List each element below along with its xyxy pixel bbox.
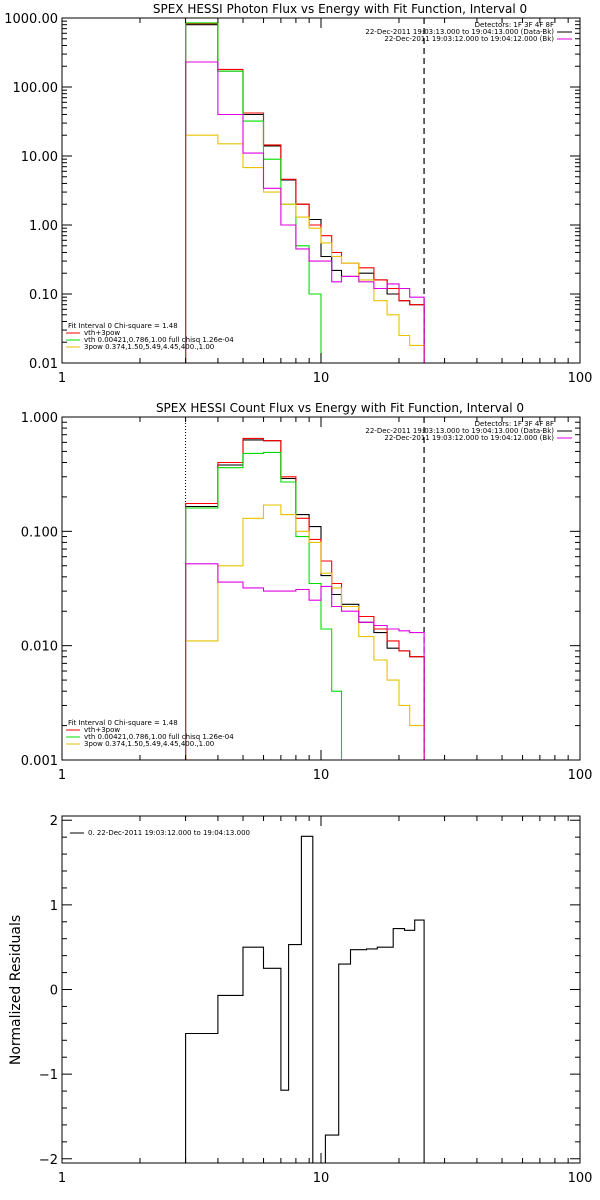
panel-1-legend-bl-line: vth+3pow [84,329,120,337]
panel-2-legend-bl-line: vth 0.00421,0.786,1.00 full chisq 1.26e-… [84,733,234,741]
panel-1-series-red [185,23,425,363]
panel-2-ytick-label: 0.100 [21,525,58,540]
panel-3-ytick-label: 0 [50,984,58,999]
panel-2-title: SPEX HESSI Count Flux vs Energy with Fit… [156,401,524,415]
panel-1-series-magenta [185,61,425,363]
panel-1-ytick-label: 0.10 [29,288,58,303]
panel-2-xtick-label: 1 [58,768,66,783]
panel-1-legend-bl-line: vth 0.00421,0.786,1.00 full chisq 1.26e-… [84,336,234,344]
panel-2-series-green [185,451,360,760]
panel-3-legend-tl-line: 0. 22-Dec-2011 19:03:12.000 to 19:04:13.… [88,829,250,837]
panel-1-xtick-label: 1 [58,371,66,386]
panel-1-ytick-label: 1000.00 [4,12,58,27]
panel-3-ytick-label: 1 [50,899,58,914]
panel-1-legend-bl-line: 3pow 0.374,1.50,5.49,4.45,400.,1.00 [84,343,214,351]
panel-3-frame [61,815,581,1164]
panel-1-series-green [185,22,322,363]
panel-2-series-red [185,437,425,760]
panel-1-legend-bl-line: Fit Interval 0 Chi-square = 1.48 [68,322,178,330]
panel-3-xtick-label: 100 [568,1171,593,1186]
panel-2-series-magenta [185,563,425,760]
panel-2-legend-tr-line: Detectors: 1F 3F 4F 8F [475,420,554,428]
panel-1-ytick-label: 1.00 [29,219,58,234]
panel-3-xtick-label: 10 [313,1171,330,1186]
panel-2-legend-bl-line: vth+3pow [84,726,120,734]
panel-1-ytick-label: 0.01 [29,357,58,372]
panel-2-legend-tr-line: 22-Dec-2011 19:03:12.000 to 19:04:12.000… [384,434,554,442]
panel-2-series-black [185,439,425,760]
panel-1-xtick-label: 100 [568,371,593,386]
panel-2-legend-bl-line: 3pow 0.374,1.50,5.49,4.45,400.,1.00 [84,740,214,748]
panel-3-ytick-label: −2 [39,1153,58,1168]
panel-2-ytick-label: 0.001 [21,754,58,769]
panel-2-xtick-label: 100 [568,768,593,783]
panel-1-series-black [185,24,425,363]
panel-2-legend-tr-line: 22-Dec-2011 19:03:13.000 to 19:04:13.000… [365,427,554,435]
panel-3-ytick-label: 2 [50,814,58,829]
panel-1-plot-area [185,18,425,363]
panel-3-ytick-label: −1 [39,1068,58,1083]
panel-2-ytick-label: 0.010 [21,640,58,655]
panel-1-series-yellow [185,134,425,363]
panel-3-series-black [185,835,425,1163]
panel-2-series-yellow [185,504,425,760]
panel-1-legend-tr-line: 22-Dec-2011 19:03:13.000 to 19:04:13.000… [365,28,554,36]
panel-2-plot-area [185,417,425,760]
panel-1-title: SPEX HESSI Photon Flux vs Energy with Fi… [153,2,527,16]
panel-2-xtick-label: 10 [313,768,330,783]
panel-1-ytick-label: 100.00 [13,81,59,96]
panel-1-ytick-label: 10.00 [21,150,58,165]
panel-3-plot-area [185,835,425,1163]
panel-1-xtick-label: 10 [313,371,330,386]
panel-3-ylabel: Normalized Residuals [8,915,24,1065]
panel-1-legend-tr-line: 22-Dec-2011 19:03:12.000 to 19:04:12.000… [384,35,554,43]
panel-2-legend-bl-line: Fit Interval 0 Chi-square = 1.48 [68,719,178,727]
panel-1-legend-tr-line: Detectors: 1F 3F 4F 8F [475,21,554,29]
panel-3-xtick-label: 1 [58,1171,66,1186]
panel-2-ytick-label: 1.000 [21,411,58,426]
